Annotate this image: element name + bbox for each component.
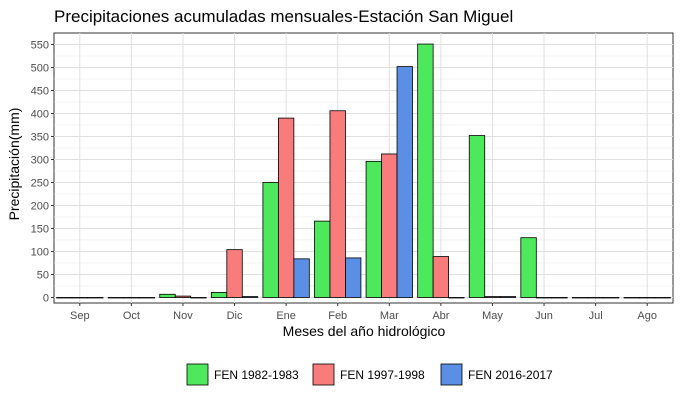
x-tick-label: Mar	[380, 310, 399, 322]
y-tick-label: 300	[31, 154, 49, 166]
bar-jun-1	[520, 237, 537, 298]
bar-dic-1	[210, 292, 228, 298]
x-tick-label: Sep	[70, 310, 90, 322]
x-tick-label: Nov	[173, 310, 193, 322]
legend-item-1: FEN 1982-1983	[186, 363, 299, 386]
x-tick-label: Abr	[432, 310, 449, 322]
y-tick-label: 550	[31, 39, 49, 51]
y-tick-label: 100	[31, 246, 49, 258]
y-tick-label: 500	[31, 62, 49, 74]
y-tick-label: 250	[31, 177, 49, 189]
x-tick-label: Dic	[227, 310, 243, 322]
legend-swatch	[186, 363, 209, 386]
legend-label: FEN 1997-1998	[340, 368, 425, 382]
bars	[56, 43, 671, 299]
plot-panel	[53, 32, 674, 304]
bar-feb-1	[314, 220, 331, 298]
x-tick-label: Jun	[535, 310, 553, 322]
bar-mar-3	[396, 66, 413, 298]
legend-swatch	[440, 363, 463, 386]
legend-label: FEN 1982-1983	[214, 368, 299, 382]
bar-sep-3	[87, 297, 104, 299]
bar-may-3	[499, 296, 517, 298]
bar-jul-3	[602, 297, 620, 299]
y-tick-label: 350	[31, 131, 49, 143]
bar-oct-1	[107, 297, 125, 299]
bar-ago-2	[639, 297, 656, 299]
bar-dic-2	[226, 249, 243, 298]
x-axis: Sep Oct Nov Dic Ene Feb Mar Abr May Jun Jul Ago	[70, 303, 657, 322]
bar-abr-3	[448, 297, 465, 299]
bar-abr-2	[432, 256, 450, 298]
grid-lines	[54, 33, 673, 303]
bar-may-2	[484, 296, 501, 298]
bar-jun-3	[551, 297, 568, 299]
legend-item-3: FEN 2016-2017	[440, 363, 553, 386]
bar-ene-2	[277, 117, 295, 298]
x-tick-label: Ene	[276, 310, 296, 322]
bar-nov-1	[159, 293, 176, 298]
x-tick-label: Jul	[589, 310, 603, 322]
bar-mar-1	[365, 160, 382, 298]
bar-dic-3	[241, 296, 259, 298]
bar-oct-3	[138, 297, 155, 299]
bar-nov-3	[190, 297, 207, 299]
chart-title: Precipitaciones acumuladas mensuales-Est…	[54, 7, 513, 26]
bar-mar-2	[381, 153, 398, 298]
x-tick-label: May	[482, 310, 503, 322]
legend: FEN 1982-1983 FEN 1997-1998 FEN 2016-2017	[186, 363, 553, 386]
legend-label: FEN 2016-2017	[468, 368, 553, 382]
y-tick-label: 150	[31, 223, 49, 235]
y-axis-title: Precipitación(mm)	[6, 108, 22, 221]
bar-jul-1	[572, 297, 589, 299]
bar-jun-2	[535, 297, 553, 299]
bar-ago-3	[654, 297, 671, 299]
y-tick-label: 200	[31, 200, 49, 212]
bar-nov-2	[174, 295, 192, 298]
x-tick-label: Feb	[328, 310, 347, 322]
y-tick-label: 400	[31, 108, 49, 120]
bar-ago-1	[623, 297, 640, 299]
bar-feb-2	[329, 110, 346, 298]
bar-feb-3	[345, 257, 362, 298]
legend-item-2: FEN 1997-1998	[312, 363, 425, 386]
bar-ene-3	[293, 258, 310, 298]
x-tick-label: Oct	[123, 310, 140, 322]
bar-oct-2	[123, 297, 140, 299]
bar-sep-1	[56, 297, 73, 299]
x-tick-label: Ago	[637, 310, 657, 322]
bar-sep-2	[71, 297, 88, 299]
y-tick-label: 50	[37, 269, 49, 281]
y-tick-label: 0	[43, 292, 49, 304]
legend-swatch	[312, 363, 335, 386]
bar-jul-2	[587, 297, 604, 299]
bar-ene-1	[262, 182, 279, 298]
x-axis-title: Meses del año hidrológico	[283, 323, 446, 339]
bar-may-1	[468, 135, 486, 298]
y-axis: 0 50 100 150 200 250 300 350 400 450 500 550	[31, 39, 54, 304]
bar-abr-1	[417, 43, 434, 298]
y-tick-label: 450	[31, 85, 49, 97]
